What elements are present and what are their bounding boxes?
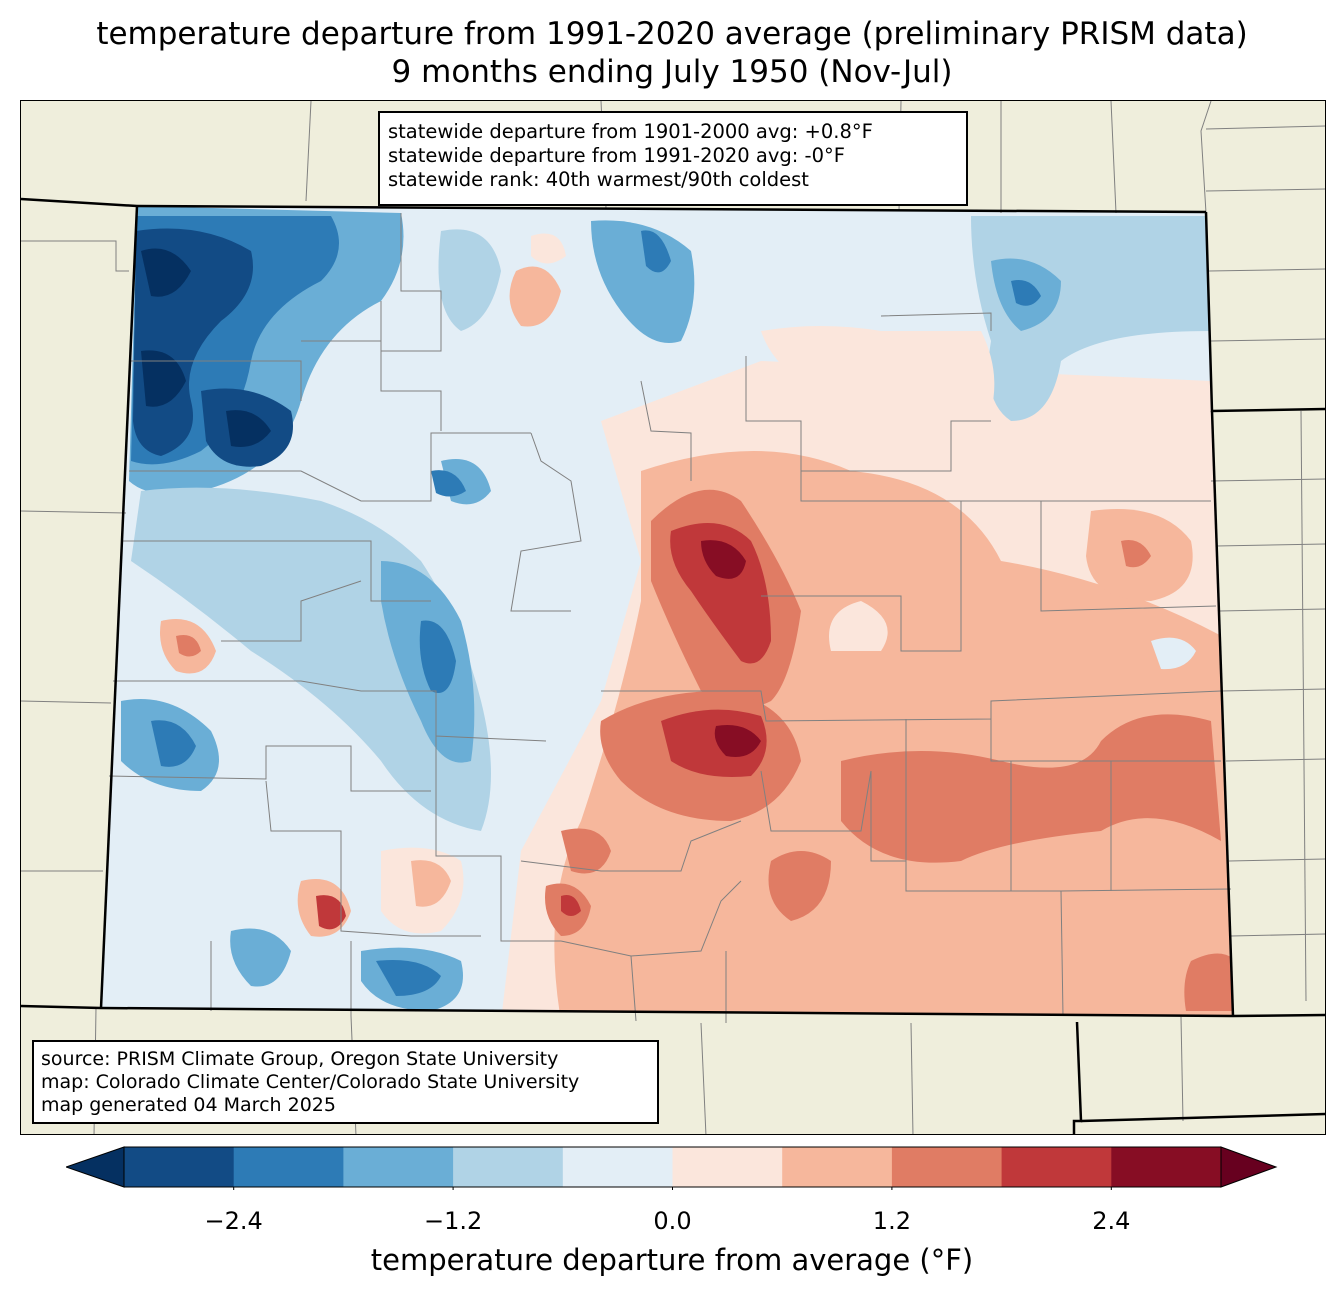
source-line: source: PRISM Climate Group, Oregon Stat… <box>41 1048 559 1070</box>
colorbar-segment <box>233 1147 344 1187</box>
generated-date-line: map generated 04 March 2025 <box>41 1094 336 1116</box>
colorbar <box>66 1146 1278 1190</box>
colorbar-segment <box>453 1147 564 1187</box>
colorbar-segment <box>782 1147 893 1187</box>
temperature-departure-field <box>101 206 1233 1016</box>
stats-departure-1991-2020: statewide departure from 1991-2020 avg: … <box>388 144 845 167</box>
colorbar-tick-label: 1.2 <box>872 1207 911 1235</box>
colorbar-segment <box>562 1147 673 1187</box>
stats-departure-1901-2000: statewide departure from 1901-2000 avg: … <box>388 120 873 143</box>
source-credit-box: source: PRISM Climate Group, Oregon Stat… <box>32 1040 659 1124</box>
colorbar-tick-label: −2.4 <box>204 1207 263 1235</box>
colorbar-label: temperature departure from average (°F) <box>370 1243 974 1277</box>
stats-rank: statewide rank: 40th warmest/90th coldes… <box>388 168 809 191</box>
state-boundaries <box>21 197 1325 1134</box>
colorado-map <box>21 101 1325 1134</box>
map-panel <box>20 100 1326 1135</box>
colorbar-segment <box>343 1147 454 1187</box>
colorbar-segment <box>1001 1147 1112 1187</box>
map-title: temperature departure from 1991-2020 ave… <box>96 16 1248 52</box>
colorbar-tick-label: 0.0 <box>653 1207 692 1235</box>
colorbar-extend-low <box>66 1146 125 1188</box>
colorbar-tick-label: −1.2 <box>423 1207 483 1235</box>
colorbar-segment <box>1111 1147 1222 1187</box>
colorbar-segment <box>124 1147 235 1187</box>
map-credit-line: map: Colorado Climate Center/Colorado St… <box>41 1071 580 1093</box>
county-boundaries <box>108 213 1232 1023</box>
colorbar-segment <box>891 1147 1003 1187</box>
colorbar-segment <box>672 1147 783 1187</box>
colorbar-tick-label: 2.4 <box>1092 1207 1131 1235</box>
statewide-stats-box: statewide departure from 1901-2000 avg: … <box>378 111 968 206</box>
map-subtitle: 9 months ending July 1950 (Nov-Jul) <box>391 54 953 90</box>
colorbar-extend-high <box>1220 1146 1278 1188</box>
